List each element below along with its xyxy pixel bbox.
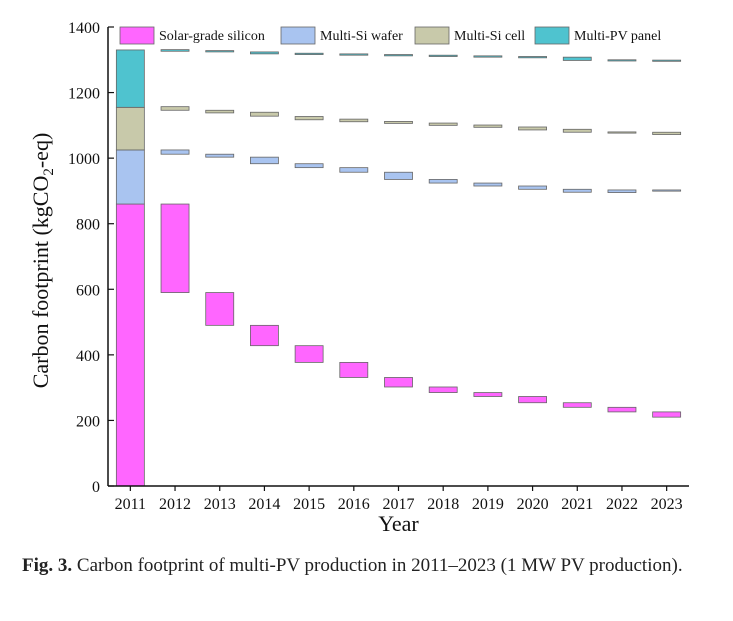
bar-2013-multi-pv-panel	[205, 50, 235, 53]
bar-2022-multi-si-cell	[607, 131, 637, 134]
bar-2013-multi-si-cell	[205, 109, 235, 114]
bar-2013-multi-si-wafer	[205, 153, 235, 158]
waterfall-chart: Solar-grade silicon Multi-Si wafer Multi-S…	[28, 20, 689, 536]
x-tick-label: 2023	[651, 496, 683, 513]
bar-2011-multi-pv-panel	[115, 49, 145, 108]
bar-2019-solar-grade-silicon	[473, 392, 503, 397]
bar-2012-solar-grade-silicon	[160, 203, 190, 293]
y-axis-title-pre: Carbon footprint (kgCO	[28, 176, 53, 389]
bar-2019-multi-si-cell	[473, 124, 503, 128]
bar-2016-multi-si-cell	[339, 118, 369, 123]
legend-label: Multi-Si cell	[454, 29, 525, 44]
legend-item-multi-si-wafer: Multi-Si wafer	[280, 26, 403, 45]
bar-2011-multi-si-wafer	[115, 149, 145, 205]
bar-2014-multi-si-cell	[250, 111, 279, 117]
legend-item-multi-pv-panel: Multi-PV panel	[534, 26, 661, 45]
bar-2021-solar-grade-silicon	[562, 402, 592, 408]
legend-item-solar-grade-silicon: Solar-grade silicon	[119, 26, 265, 45]
y-tick-label: 800	[76, 217, 100, 234]
bar-2017-solar-grade-silicon	[384, 377, 413, 388]
x-tick-label: 2012	[159, 496, 191, 513]
bar-2017-multi-si-wafer	[384, 171, 413, 180]
x-tick-label: 2015	[293, 496, 325, 513]
bar-2023-multi-si-wafer	[652, 189, 682, 192]
bar-2016-solar-grade-silicon	[339, 361, 369, 378]
x-tick-label: 2018	[427, 496, 459, 513]
bar-2011-solar-grade-silicon	[115, 203, 145, 487]
bar-2020-multi-pv-panel	[518, 56, 547, 59]
bar-2012-multi-pv-panel	[160, 49, 190, 52]
legend-label: Multi-Si wafer	[320, 29, 403, 44]
y-tick-label: 200	[76, 413, 100, 430]
bar-2014-multi-si-wafer	[250, 156, 279, 165]
bar-2023-multi-si-cell	[652, 131, 682, 135]
bar-2013-solar-grade-silicon	[205, 292, 235, 326]
bar-2011-multi-si-cell	[115, 106, 145, 151]
bar-2015-solar-grade-silicon	[294, 345, 324, 363]
legend-label: Multi-PV panel	[574, 29, 661, 44]
x-tick-label: 2017	[383, 496, 415, 513]
x-tick-label: 2011	[115, 496, 146, 513]
chart-bars	[115, 49, 682, 487]
bar-2020-solar-grade-silicon	[518, 396, 547, 404]
bar-2021-multi-pv-panel	[562, 56, 592, 61]
legend-swatch	[119, 26, 155, 45]
bar-2022-multi-si-wafer	[607, 189, 637, 193]
bar-2021-multi-si-cell	[562, 128, 592, 133]
x-tick-label: 2014	[248, 496, 280, 513]
figure-label: Fig. 3.	[22, 555, 73, 576]
bar-2015-multi-si-wafer	[294, 163, 324, 169]
bar-2015-multi-si-cell	[294, 116, 324, 121]
legend-item-multi-si-cell: Multi-Si cell	[414, 26, 525, 45]
chart-axes	[107, 27, 689, 487]
legend-swatch	[280, 26, 316, 45]
y-tick-label: 1400	[68, 20, 100, 37]
y-axis-title-post: -eq)	[28, 133, 53, 168]
y-tick-label: 1000	[68, 151, 100, 168]
legend-swatch	[414, 26, 450, 45]
bar-2018-multi-pv-panel	[428, 54, 458, 57]
bar-2023-solar-grade-silicon	[652, 411, 682, 418]
bar-2021-multi-si-wafer	[562, 188, 592, 193]
bar-2023-multi-pv-panel	[652, 59, 682, 62]
y-tick-label: 1200	[68, 86, 100, 103]
bar-2019-multi-si-wafer	[473, 182, 503, 187]
y-tick-label: 600	[76, 282, 100, 299]
figure-caption-text: Carbon footprint of multi-PV production …	[76, 555, 683, 576]
legend-swatch	[534, 26, 570, 45]
bar-2022-multi-pv-panel	[607, 59, 637, 62]
bar-2018-multi-si-wafer	[428, 179, 458, 184]
bar-2019-multi-pv-panel	[473, 55, 503, 58]
y-ticks: 0 200 400 600 800 1000 1200 1400	[68, 20, 114, 496]
y-tick-label: 400	[76, 348, 100, 365]
bar-2012-multi-si-cell	[160, 106, 190, 111]
bar-2018-solar-grade-silicon	[428, 386, 458, 393]
bar-2014-multi-pv-panel	[250, 51, 279, 55]
legend-label: Solar-grade silicon	[159, 29, 265, 44]
x-tick-label: 2022	[606, 496, 638, 513]
y-axis-title: Carbon footprint (kgCO2-eq)	[28, 133, 57, 389]
x-axis-title: Year	[378, 511, 419, 536]
x-tick-label: 2020	[517, 496, 549, 513]
x-tick-label: 2021	[561, 496, 593, 513]
bar-2016-multi-pv-panel	[339, 53, 369, 56]
bar-2014-solar-grade-silicon	[250, 324, 279, 347]
bar-2012-multi-si-wafer	[160, 149, 190, 155]
bar-2022-solar-grade-silicon	[607, 406, 637, 413]
figure-caption: Fig. 3. Carbon footprint of multi-PV pro…	[22, 553, 702, 579]
bar-2017-multi-si-cell	[384, 121, 413, 124]
chart-legend: Solar-grade silicon Multi-Si wafer Multi-S…	[119, 26, 661, 45]
bar-2018-multi-si-cell	[428, 122, 458, 126]
x-tick-label: 2013	[204, 496, 236, 513]
y-axis-title-sub: 2	[41, 168, 57, 176]
bar-2020-multi-si-cell	[518, 126, 547, 131]
bar-2020-multi-si-wafer	[518, 185, 547, 190]
x-ticks: 2011 2012 2013 2014 2015 2016 2017 2018 2019 2020…	[115, 486, 683, 513]
bar-2017-multi-pv-panel	[384, 54, 413, 57]
y-tick-label: 0	[92, 479, 100, 496]
x-tick-label: 2016	[338, 496, 370, 513]
bar-2015-multi-pv-panel	[294, 52, 324, 55]
bar-2016-multi-si-wafer	[339, 167, 369, 173]
x-tick-label: 2019	[472, 496, 504, 513]
